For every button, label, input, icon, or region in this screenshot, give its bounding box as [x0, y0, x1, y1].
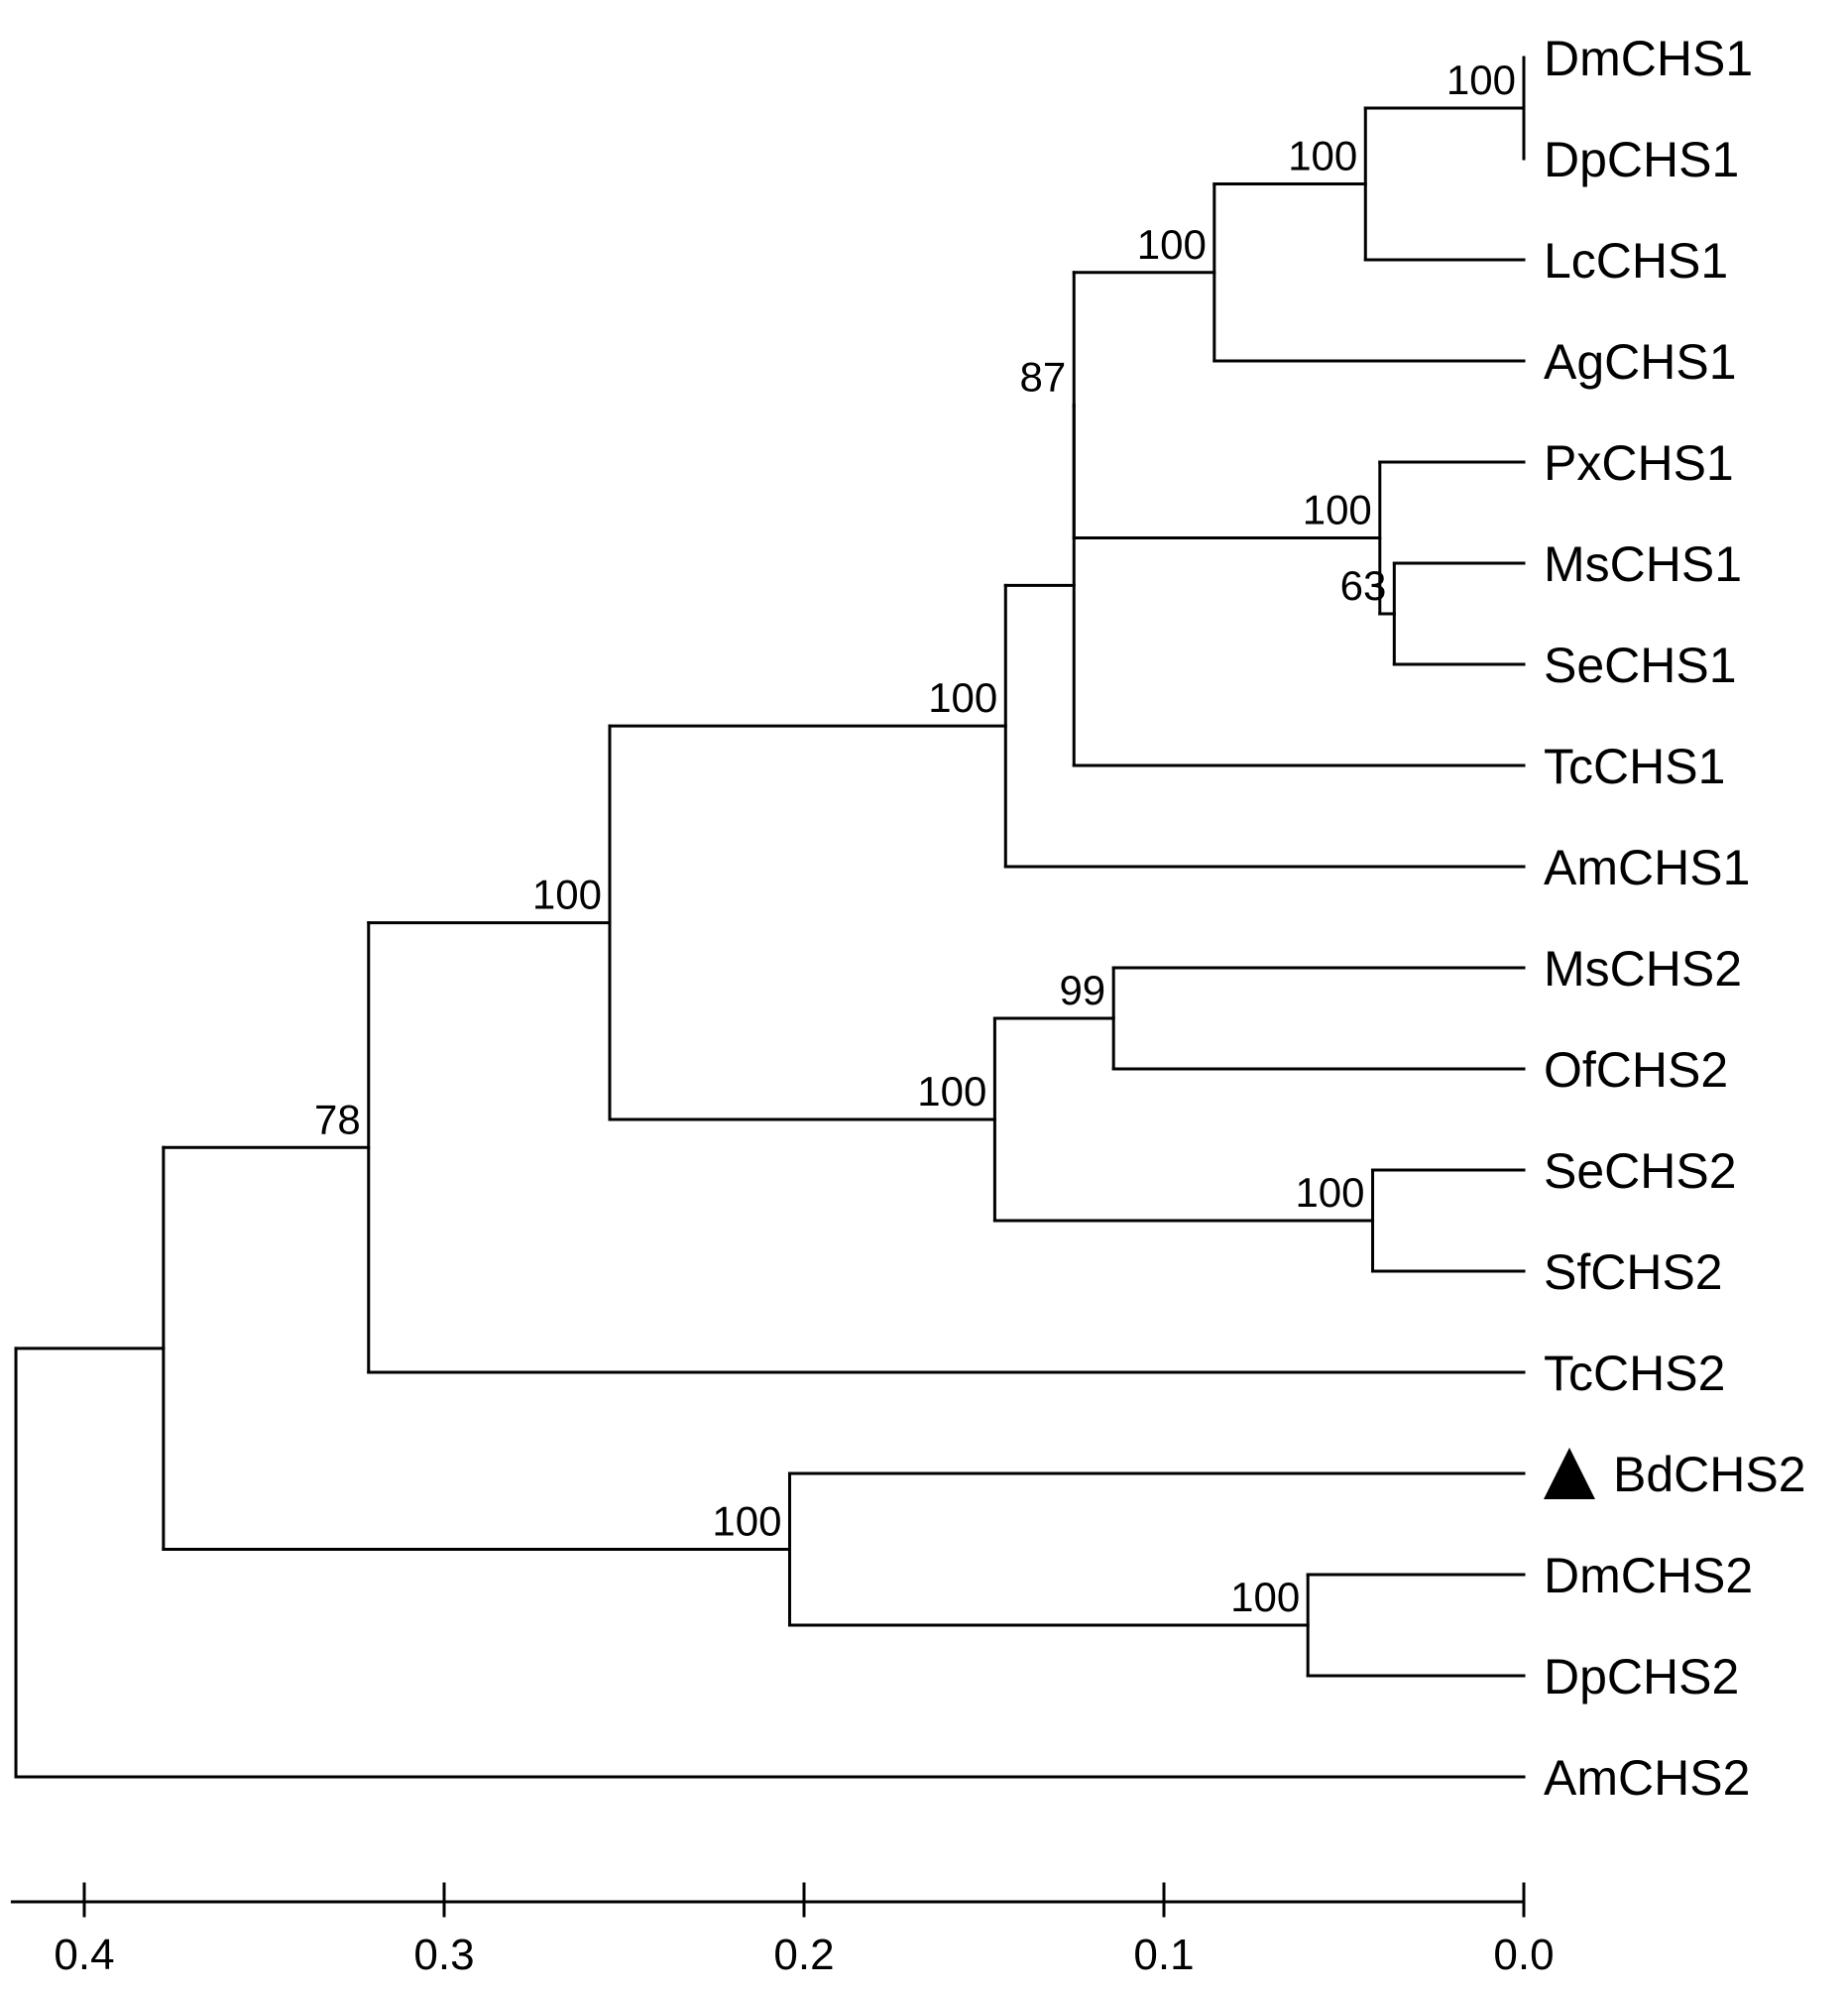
leaf-label: BdCHS2	[1613, 1447, 1806, 1502]
leaf-label: SeCHS1	[1544, 638, 1737, 693]
leaf-label: TcCHS2	[1544, 1346, 1725, 1401]
leaf-label: AmCHS1	[1544, 840, 1750, 895]
leaf-label: TcCHS1	[1544, 739, 1725, 794]
bootstrap-value: 100	[1295, 1169, 1364, 1216]
axis-tick-label: 0.3	[413, 1931, 474, 1979]
leaf-label: PxCHS1	[1544, 435, 1734, 491]
bootstrap-value: 100	[1446, 57, 1516, 103]
leaf-label: SeCHS2	[1544, 1143, 1737, 1199]
bootstrap-value: 63	[1340, 562, 1387, 609]
bootstrap-value: 100	[1137, 221, 1207, 268]
bootstrap-value: 100	[1303, 487, 1372, 533]
axis-tick-label: 0.0	[1493, 1931, 1554, 1979]
leaf-label: DmCHS2	[1544, 1548, 1753, 1603]
leaf-label: MsCHS1	[1544, 536, 1742, 592]
bootstrap-value: 87	[1020, 354, 1067, 401]
leaf-label: DmCHS1	[1544, 31, 1753, 86]
leaf-label: AgCHS1	[1544, 334, 1737, 390]
axis-tick-label: 0.4	[54, 1931, 114, 1979]
leaf-label: MsCHS2	[1544, 941, 1742, 997]
tree-branches	[14, 56, 1526, 1779]
leaf-label: DpCHS1	[1544, 132, 1739, 187]
axis-tick-label: 0.1	[1133, 1931, 1194, 1979]
bootstrap-values: 100 100 100 63 100 87 100 99 100 100 100 78 100 100	[314, 57, 1516, 1620]
leaf-label: AmCHS2	[1544, 1750, 1750, 1806]
bootstrap-value: 100	[712, 1498, 781, 1545]
bootstrap-value: 100	[532, 872, 602, 918]
bootstrap-value: 100	[1230, 1574, 1300, 1620]
axis-tick-label: 0.2	[773, 1931, 834, 1979]
bootstrap-value: 100	[928, 674, 997, 721]
triangle-icon	[1544, 1448, 1595, 1499]
leaf-label: SfCHS2	[1544, 1244, 1723, 1300]
bootstrap-value: 100	[917, 1068, 986, 1115]
leaf-labels: DmCHS1 DpCHS1 LcCHS1 AgCHS1 PxCHS1 MsCHS1 SeCH…	[1544, 31, 1806, 1806]
bootstrap-value: 100	[1288, 133, 1357, 179]
leaf-label: OfCHS2	[1544, 1042, 1728, 1098]
bootstrap-value: 99	[1059, 967, 1105, 1013]
distance-scale-axis: 0.4 0.3 0.2 0.1 0.0	[10, 1882, 1555, 1979]
leaf-label: DpCHS2	[1544, 1649, 1739, 1704]
leaf-label: LcCHS1	[1544, 233, 1728, 289]
bootstrap-value: 78	[314, 1096, 361, 1142]
